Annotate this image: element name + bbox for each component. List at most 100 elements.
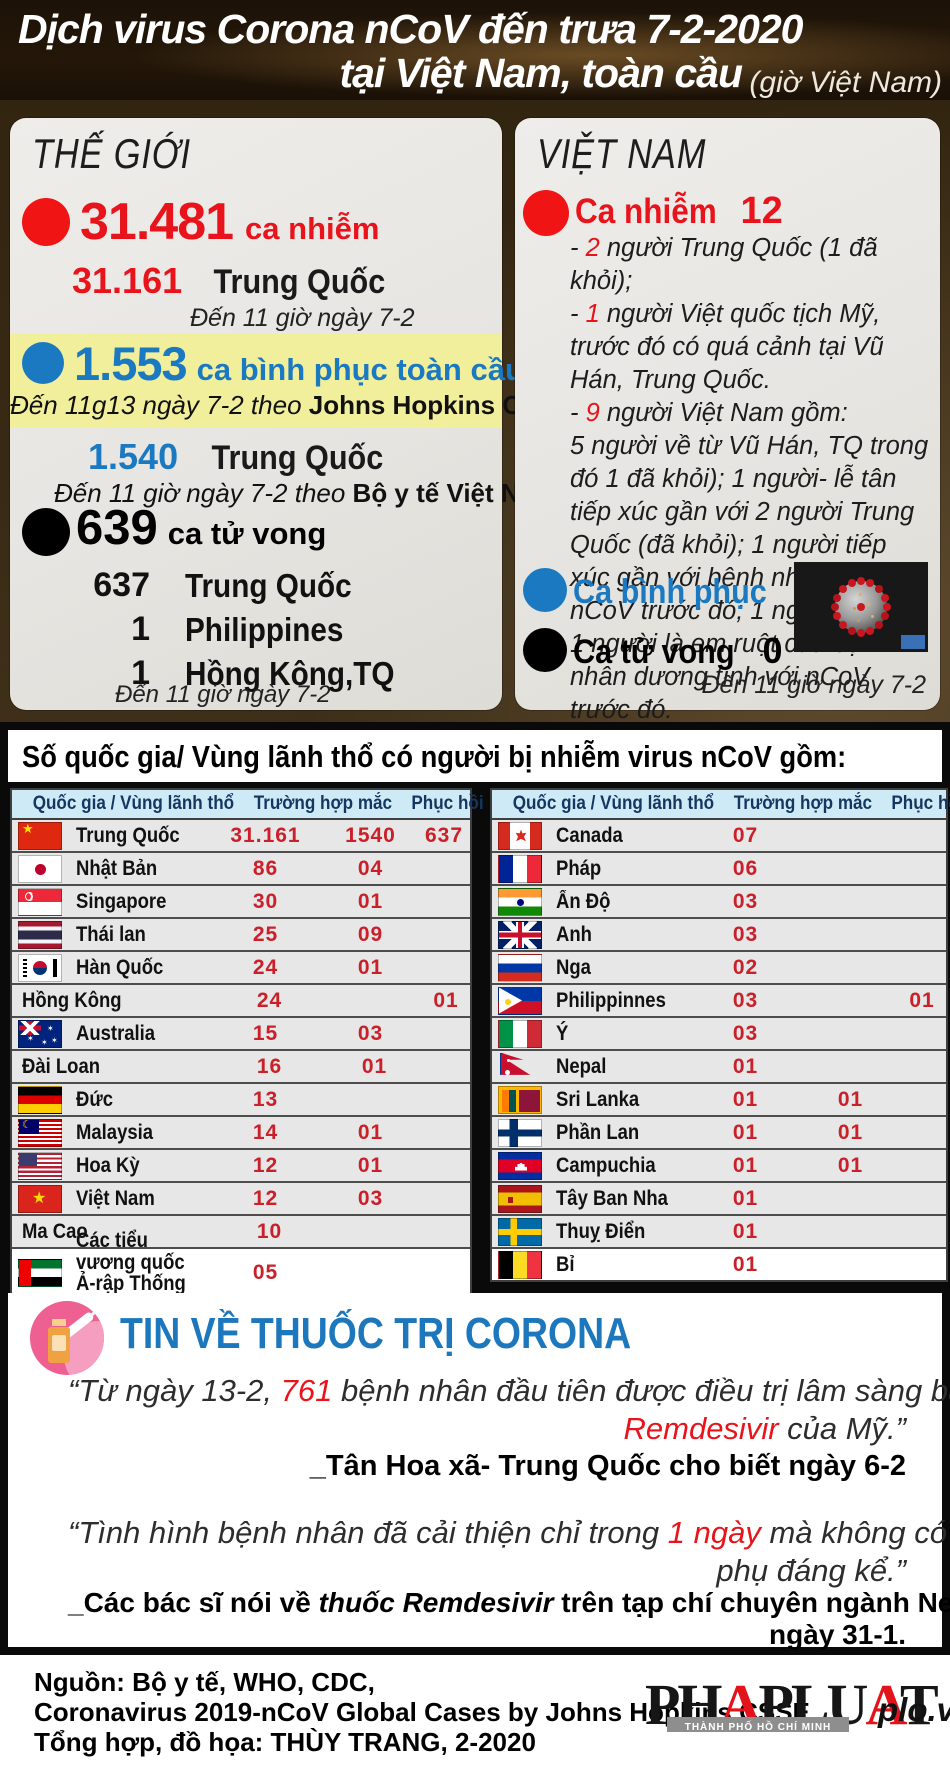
- country-cell: Ý: [492, 1019, 688, 1048]
- vietnam-flag-icon: [18, 1184, 62, 1213]
- text-segment: bệnh nhân đầu tiên được điều trị lâm sàn…: [340, 1373, 950, 1408]
- country-name: Hàn Quốc: [76, 955, 164, 979]
- country-name: Nepal: [556, 1054, 607, 1078]
- text-segment: 761: [280, 1373, 333, 1408]
- table-row: Phần Lan 01 01: [492, 1115, 946, 1148]
- japan-flag-icon: [18, 854, 62, 883]
- column-header-recovered: Phục hồi: [410, 793, 484, 814]
- country-name: Bỉ: [556, 1252, 575, 1276]
- medicine-bottle-icon: [48, 1319, 70, 1363]
- coronavirus-photo: [794, 562, 928, 652]
- world-deaths-value: 639: [76, 501, 158, 555]
- world-recovered: 1.553 ca bình phục toàn cầu: [74, 336, 524, 391]
- country-cell: Trung Quốc: [12, 821, 208, 850]
- country-name: Nga: [556, 955, 591, 979]
- note-italic-part: Đến 11g13 ngày 7-2 theo: [10, 390, 309, 420]
- country-name: Thái lan: [76, 922, 146, 946]
- text-segment: A: [865, 1672, 903, 1737]
- world-infected-note: Đến 11 giờ ngày 7-2: [190, 304, 415, 332]
- country-name: Đài Loan: [22, 1054, 101, 1078]
- country-cell: Bỉ: [492, 1250, 688, 1279]
- quote1-line1: “Từ ngày 13-2, 761 bệnh nhân đầu tiên đư…: [68, 1373, 950, 1409]
- country-cell: Thuỵ Điển: [492, 1217, 688, 1246]
- death-row: 1 Philippines: [40, 610, 418, 654]
- table-row: Nga 02: [492, 950, 946, 983]
- cambodia-flag-icon: [498, 1151, 542, 1180]
- table-row: Bỉ 01: [492, 1247, 946, 1280]
- cases-value: 01: [732, 1252, 759, 1276]
- cases-value: 14: [252, 1120, 279, 1144]
- country-cell: Hồng Kông: [12, 989, 212, 1011]
- world-recovered-note: Đến 11g13 ngày 7-2 theo Johns Hopkins CS…: [10, 390, 573, 421]
- country-cell: Anh: [492, 920, 688, 949]
- table-row: Tây Ban Nha 01: [492, 1181, 946, 1214]
- country-cell: Tây Ban Nha: [492, 1184, 688, 1213]
- country-cell: Australia: [12, 1019, 208, 1048]
- website-link[interactable]: plo.vn: [878, 1691, 950, 1728]
- recovered-value: 01: [357, 955, 384, 979]
- cases-value: 24: [256, 988, 283, 1012]
- text-segment: người Việt quốc tịch Mỹ, trước đó có quá…: [570, 300, 884, 394]
- logo-tagline: THÀNH PHỐ HỒ CHÍ MINH: [684, 1722, 832, 1733]
- country-name: Malaysia: [76, 1120, 154, 1144]
- vietnam-recovered-label: Ca bình phục: [573, 573, 767, 611]
- table-row: Thuỵ Điển 01: [492, 1214, 946, 1247]
- photo-watermark: [901, 635, 925, 649]
- table-row: Hồng Kông 24 01: [12, 983, 470, 1016]
- countries-table-right: Quốc gia / Vùng lãnh thổ Trường hợp mắc …: [490, 788, 950, 1282]
- page-title-line2: tại Việt Nam, toàn cầu: [339, 50, 743, 96]
- drug-news-panel: TIN VỀ THUỐC TRỊ CORONA “Từ ngày 13-2, 7…: [8, 1293, 950, 1650]
- source-line: Nguồn: Bộ y tế, WHO, CDC,: [34, 1667, 375, 1697]
- recovered-value: 09: [357, 922, 384, 946]
- cases-value: 13: [252, 1087, 279, 1111]
- world-infected: 31.481 ca nhiễm: [80, 192, 379, 252]
- cases-value: 86: [252, 856, 279, 880]
- country-name: Ý: [556, 1021, 569, 1045]
- case-detail-line: 5 người về từ Vũ Hán, TQ trong đó 1 đã k…: [570, 430, 932, 727]
- text-segment: “Tình hình bệnh nhân đã cải thiện chỉ tr…: [68, 1515, 668, 1550]
- country-name: Singapore: [76, 889, 167, 913]
- vietnam-note: Đến 11 giờ ngày 7-2: [701, 671, 926, 699]
- cases-value: 12: [252, 1153, 279, 1177]
- header: Dịch virus Corona nCoV đến trưa 7-2-2020…: [0, 0, 950, 100]
- logo-tagline-band: THÀNH PHỐ HỒ CHÍ MINH: [667, 1717, 849, 1733]
- australia-flag-icon: [18, 1019, 62, 1048]
- uk-flag-icon: [498, 920, 542, 949]
- vietnam-deaths: Ca tử vong 0: [573, 630, 783, 672]
- world-china-infected-label: Trung Quốc: [213, 263, 386, 301]
- table-row: Australia 15 03: [12, 1016, 470, 1049]
- table-row: Philippinnes 03 01: [492, 983, 946, 1016]
- text-segment: 1: [585, 300, 600, 328]
- death-count: 1: [131, 610, 150, 648]
- world-card: THẾ GIỚI 31.481 ca nhiễm 31.161 Trung Quốc…: [10, 118, 573, 710]
- death-region: Hồng Kông,TQ: [185, 654, 395, 692]
- text-segment: người Việt Nam gồm:: [599, 399, 848, 427]
- country-name: Philippinnes: [556, 988, 666, 1012]
- table-row: Đài Loan 16 01: [12, 1049, 470, 1082]
- source-credits: Nguồn: Bộ y tế, WHO, CDC, Coronavirus 201…: [34, 1667, 817, 1757]
- country-cell: Nga: [492, 953, 688, 982]
- country-name: Tây Ban Nha: [556, 1186, 668, 1210]
- france-flag-icon: [498, 854, 542, 883]
- country-name: Thuỵ Điển: [556, 1219, 646, 1243]
- text-segment: 2: [585, 234, 600, 262]
- page-subtitle: (giờ Việt Nam): [749, 66, 942, 99]
- belgium-flag-icon: [498, 1250, 542, 1279]
- table-row: Nhật Bản 86 04: [12, 851, 470, 884]
- text-segment: 9: [585, 399, 600, 427]
- country-cell: Đức: [12, 1085, 208, 1114]
- table-row: Hàn Quốc 24 01: [12, 950, 470, 983]
- tables-section-title: Số quốc gia/ Vùng lãnh thổ có người bị n…: [22, 739, 847, 774]
- text-segment: -: [570, 234, 586, 262]
- vietnam-infected-value: 12: [740, 190, 783, 232]
- table-header-row: Quốc gia / Vùng lãnh thổ Trường hợp mắc …: [492, 790, 950, 820]
- world-deaths-label: ca tử vong: [167, 516, 327, 551]
- country-cell: Phần Lan: [492, 1118, 688, 1147]
- table-row: Campuchia 01 01: [492, 1148, 946, 1181]
- footer: Nguồn: Bộ y tế, WHO, CDC, Coronavirus 201…: [0, 1655, 950, 1765]
- south-korea-flag-icon: [18, 953, 62, 982]
- finland-flag-icon: [498, 1118, 542, 1147]
- india-flag-icon: [498, 887, 542, 916]
- red-dot-icon: [523, 190, 569, 236]
- cases-value: 30: [252, 889, 279, 913]
